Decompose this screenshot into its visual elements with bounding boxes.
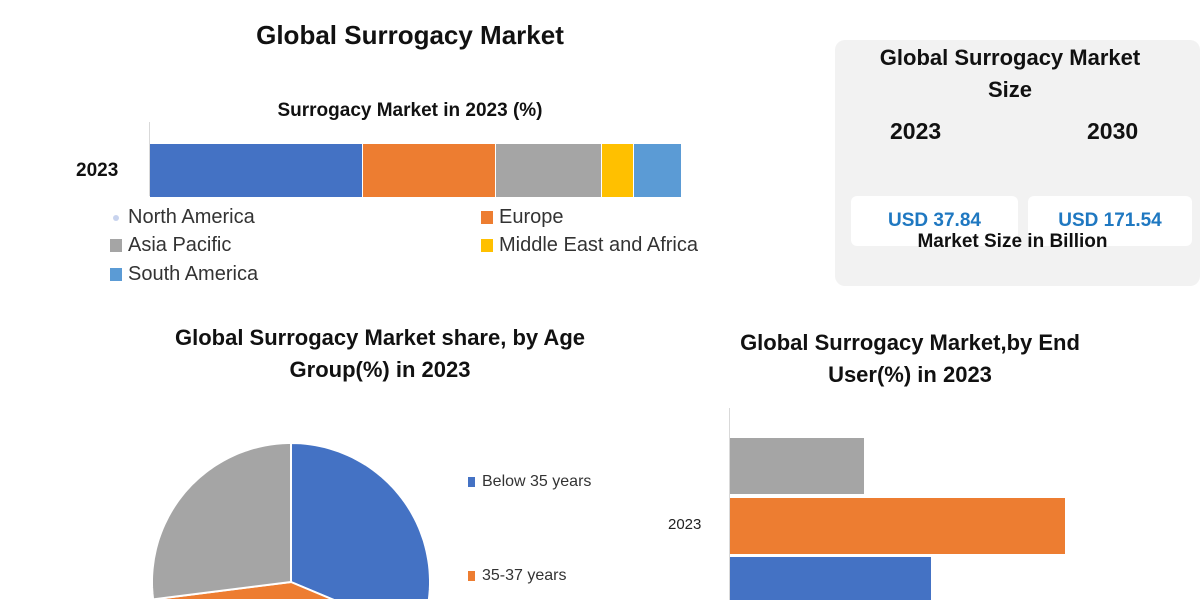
end-user-category-label: 2023 [668, 516, 702, 533]
legend-label: 35-37 years [482, 567, 567, 584]
pie-legend-item: Below 35 years [468, 473, 591, 491]
stacked-category-label: 2023 [76, 160, 119, 181]
legend-item: South America [110, 263, 258, 286]
legend-label: North America [128, 206, 255, 228]
end-user-bar-2 [730, 557, 931, 600]
year-2023-label: 2023 [890, 118, 942, 144]
bar-segment-south-america [634, 144, 681, 197]
stacked-axis-line [149, 122, 150, 196]
legend-swatch [468, 571, 475, 581]
year-2030-label: 2030 [1087, 118, 1139, 144]
legend-item: Middle East and Africa [481, 234, 698, 257]
bar-segment-europe [362, 144, 495, 197]
pie-slice-2 [151, 442, 292, 600]
legend-label: South America [128, 263, 259, 285]
pie-legend-item: 35-37 years [468, 567, 567, 585]
value-2030: USD 171.54 [1028, 196, 1192, 246]
legend-item: Europe [481, 206, 564, 229]
pie-slice-0 [290, 441, 431, 600]
legend-swatch [110, 239, 122, 252]
legend-swatch [468, 477, 475, 487]
legend-label: Middle East and Africa [499, 234, 698, 256]
legend-swatch [110, 268, 122, 281]
end-user-bar-1 [730, 498, 1065, 554]
main-title: Global Surrogacy Market [256, 20, 564, 50]
pie-slice-1 [151, 580, 335, 600]
pie-chart-title: Global Surrogacy Market share, by Age Gr… [175, 325, 585, 382]
legend-swatch [481, 239, 493, 252]
end-user-axis-line [729, 408, 730, 600]
stacked-chart-title: Surrogacy Market in 2023 (%) [277, 100, 543, 121]
bar-segment-north-america [150, 144, 362, 197]
bar-segment-asia-pacific [495, 144, 602, 197]
market-size-note: Market Size in Billion [917, 231, 1108, 252]
legend-item: Asia Pacific [110, 234, 231, 257]
legend-label: Below 35 years [482, 473, 592, 490]
value-2023: USD 37.84 [851, 196, 1018, 246]
end-user-bar-0 [730, 438, 864, 494]
market-size-panel: Global Surrogacy Market Size 2023 2030 U… [835, 40, 1200, 286]
legend-swatch [113, 214, 119, 221]
legend-swatch [481, 211, 493, 224]
legend-label: Asia Pacific [128, 234, 232, 256]
bar-segment-middle-east-and-africa [602, 144, 634, 197]
legend-item: North America [110, 206, 255, 229]
market-size-title: Global Surrogacy Market Size [879, 45, 1141, 102]
end-user-chart-title: Global Surrogacy Market,by End User(%) i… [740, 330, 1080, 387]
legend-label: Europe [499, 206, 564, 228]
pie-chart [151, 441, 431, 600]
